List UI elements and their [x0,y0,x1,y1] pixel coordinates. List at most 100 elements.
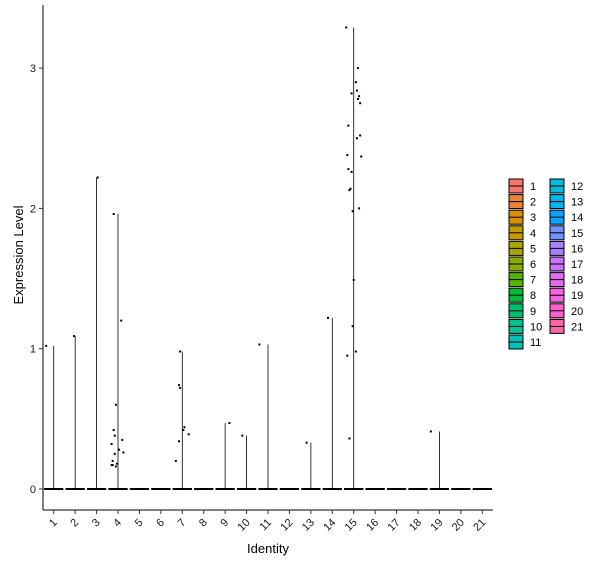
data-point [350,92,353,95]
x-tick-label: 18 [407,517,424,534]
legend-label: 11 [530,337,541,349]
data-point [359,134,362,137]
data-point [110,464,113,467]
data-point [354,81,357,84]
data-point [183,426,186,429]
legend-label: 13 [571,197,583,209]
legend-label: 5 [530,243,536,255]
data-point [114,465,117,468]
x-tick-label: 5 [133,517,146,530]
legend-item-7: 7 [508,272,536,288]
x-tick-label: 6 [154,517,167,530]
data-point [111,464,114,467]
legend-label: 21 [571,321,583,333]
legend-label: 8 [530,290,536,302]
legend-label: 19 [571,290,583,302]
x-tick-label: 14 [321,517,338,534]
data-point [118,448,121,451]
legend-item-12: 12 [549,178,583,194]
legend-item-13: 13 [549,194,583,210]
violin-10 [236,434,257,490]
data-point [179,350,182,353]
data-point [182,429,185,432]
legend-label: 20 [571,306,583,318]
legend-item-1: 1 [508,178,536,194]
data-point [350,170,353,173]
legend-label: 3 [530,212,536,224]
legend-item-2: 2 [508,194,536,210]
violin-11 [258,343,278,490]
data-point [357,67,359,70]
data-point [351,325,354,328]
data-point [113,452,116,455]
legend-label: 4 [530,228,536,240]
data-point [122,451,125,454]
data-point [348,437,351,440]
x-tick-label: 12 [278,517,295,534]
legend-label: 10 [530,321,542,333]
y-tick-label: 0 [30,484,36,496]
legend-item-21: 21 [549,318,583,334]
legend-item-16: 16 [549,240,583,256]
data-point [348,189,351,192]
data-point [179,386,182,389]
data-point [241,434,244,437]
data-point [349,187,352,190]
data-point [352,278,355,281]
legend-label: 16 [571,243,583,255]
data-point [345,26,348,29]
legend-item-17: 17 [549,256,583,272]
legend-label: 6 [530,259,536,271]
violin-1 [44,344,64,490]
legend-label: 2 [530,197,536,209]
violin-4 [108,213,128,490]
data-point [174,459,177,462]
data-point [347,124,350,127]
violin-3 [86,176,107,490]
x-axis-title: Identity [247,541,289,556]
data-point [358,95,361,98]
legend-label: 14 [571,212,583,224]
data-point [178,440,181,443]
x-tick-label: 11 [258,517,275,534]
x-tick-label: 21 [471,517,488,534]
x-tick-label: 19 [428,517,445,534]
data-point [305,441,308,444]
data-point [347,168,350,171]
legend-item-18: 18 [549,272,583,288]
data-point [178,384,181,387]
legend-item-10: 10 [508,318,542,334]
data-point [96,176,99,179]
legend-item-14: 14 [549,209,583,225]
legend-label: 15 [571,228,583,240]
data-point [45,344,48,347]
data-point [351,210,354,213]
data-point [346,154,349,157]
legend-label: 18 [571,275,583,287]
data-point [112,429,115,432]
data-point [73,335,76,338]
data-point [110,443,113,446]
legend-label: 9 [530,306,536,318]
legend-label: 12 [571,181,583,193]
legend-item-9: 9 [508,303,536,319]
data-point [355,137,358,140]
x-tick-label: 15 [343,517,360,534]
y-tick-label: 1 [30,344,36,356]
data-point [357,97,359,100]
legend-item-19: 19 [549,287,583,303]
y-tick-label: 3 [30,63,36,75]
data-point [358,207,361,210]
x-tick-label: 4 [111,517,124,530]
legend-item-5: 5 [508,240,536,256]
data-point [258,343,261,346]
legend-item-20: 20 [549,303,583,319]
data-point [327,316,329,319]
data-point [228,422,231,425]
data-point [360,155,363,158]
legend-item-6: 6 [508,256,536,272]
y-axis-title: Expression Level [11,205,26,304]
legend-label: 1 [530,181,536,193]
